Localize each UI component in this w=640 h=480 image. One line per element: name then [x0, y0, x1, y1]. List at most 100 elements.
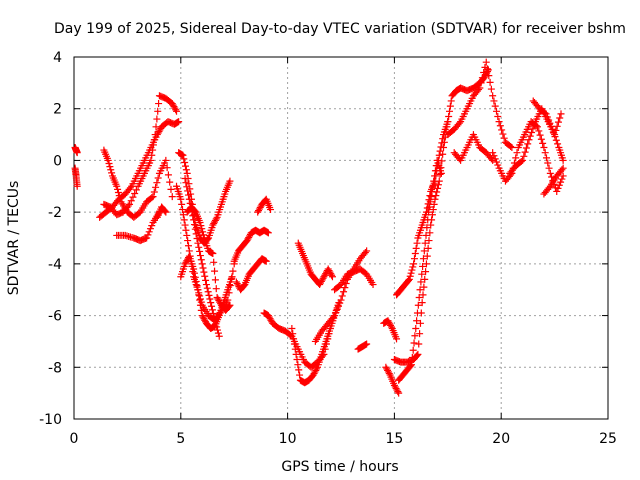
- data-point: [310, 369, 318, 377]
- data-point: [201, 316, 209, 324]
- data-point: [521, 148, 529, 156]
- data-point: [152, 123, 160, 131]
- data-point: [212, 215, 220, 223]
- data-point: [324, 265, 332, 273]
- data-point: [414, 350, 422, 358]
- data-point: [289, 330, 297, 338]
- data-point: [385, 318, 393, 326]
- data-point: [485, 72, 493, 80]
- data-point: [546, 169, 554, 177]
- data-point: [107, 166, 115, 174]
- data-point: [203, 284, 211, 292]
- data-point: [412, 325, 420, 332]
- data-point: [422, 268, 430, 276]
- data-point: [476, 84, 484, 92]
- data-point: [520, 152, 528, 160]
- data-point: [155, 100, 163, 108]
- data-point: [166, 178, 174, 186]
- y-tick-label: -2: [48, 205, 62, 221]
- data-point: [422, 231, 430, 239]
- data-point: [408, 353, 416, 361]
- data-point: [407, 362, 415, 370]
- data-point: [175, 118, 183, 126]
- x-tick-label: 25: [599, 431, 617, 447]
- data-point: [184, 191, 192, 199]
- data-point: [436, 147, 444, 155]
- data-point: [325, 267, 333, 275]
- data-point: [215, 297, 223, 305]
- data-point: [200, 268, 208, 276]
- data-point: [293, 356, 301, 364]
- data-point: [208, 306, 216, 314]
- data-point: [211, 216, 219, 224]
- data-point: [508, 144, 516, 151]
- data-point: [545, 184, 553, 192]
- data-point: [557, 178, 565, 186]
- data-point: [426, 192, 434, 200]
- data-point: [390, 381, 398, 389]
- data-point: [179, 206, 187, 214]
- data-point: [417, 278, 425, 286]
- data-point: [387, 323, 395, 331]
- data-point: [195, 243, 203, 251]
- data-point: [422, 260, 430, 268]
- data-point: [197, 298, 205, 306]
- data-point: [525, 136, 533, 144]
- data-point: [557, 110, 565, 118]
- data-point: [496, 122, 504, 130]
- data-point: [319, 274, 327, 282]
- data-point: [213, 293, 221, 301]
- data-point: [427, 193, 435, 201]
- data-point: [183, 231, 191, 239]
- data-point: [266, 315, 274, 323]
- data-point: [559, 172, 567, 180]
- data-point: [153, 179, 161, 187]
- data-point: [150, 136, 158, 144]
- data-point: [554, 184, 562, 192]
- data-point: [559, 156, 567, 164]
- data-point: [393, 386, 401, 394]
- data-point: [267, 206, 275, 214]
- data-point: [333, 305, 341, 313]
- data-point: [455, 119, 463, 127]
- data-point: [410, 260, 418, 268]
- data-point: [168, 193, 176, 201]
- data-point: [429, 206, 437, 214]
- data-point: [386, 320, 394, 328]
- data-point: [194, 286, 202, 294]
- data-point: [243, 237, 251, 245]
- data-point: [178, 200, 186, 208]
- data-point: [327, 270, 335, 278]
- data-point: [318, 276, 326, 284]
- data-point: [201, 272, 209, 280]
- data-point: [149, 141, 157, 149]
- data-point: [179, 151, 187, 159]
- data-point: [541, 109, 549, 117]
- data-point: [409, 346, 417, 354]
- data-point: [413, 317, 421, 325]
- data-point: [555, 181, 563, 189]
- data-point: [446, 102, 454, 110]
- data-point: [291, 345, 299, 353]
- data-point: [490, 97, 498, 105]
- data-point: [212, 285, 220, 293]
- data-point: [405, 275, 413, 283]
- data-point: [191, 225, 199, 233]
- data-point: [382, 363, 390, 371]
- data-point: [431, 195, 439, 203]
- data-point: [542, 110, 550, 118]
- data-point: [499, 130, 507, 138]
- data-point: [404, 276, 412, 284]
- data-point: [148, 151, 156, 159]
- data-point: [228, 274, 236, 282]
- data-point: [196, 292, 204, 300]
- data-point: [170, 103, 178, 111]
- data-point: [491, 102, 499, 110]
- data-point: [384, 366, 392, 374]
- data-point: [213, 323, 221, 331]
- data-point: [415, 340, 423, 348]
- data-point: [179, 211, 187, 219]
- data-point: [196, 295, 204, 303]
- data-point: [265, 313, 273, 321]
